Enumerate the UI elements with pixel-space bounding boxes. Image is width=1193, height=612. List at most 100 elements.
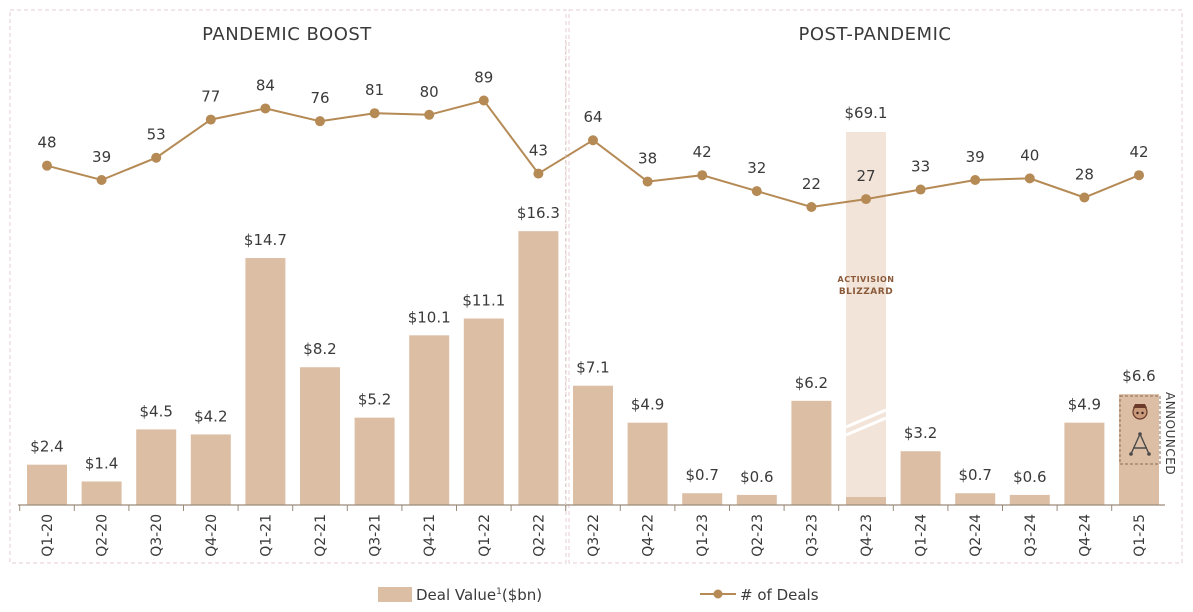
deals-point-Q2-22 (533, 168, 544, 179)
x-tick-label: Q2-20 (95, 514, 111, 557)
deals-count-label: 43 (529, 142, 548, 160)
deals-point-Q4-23 (861, 194, 871, 205)
x-tick-label: Q2-24 (968, 514, 984, 557)
bar-value-label: $1.4 (85, 454, 118, 472)
deals-point-Q3-24 (1024, 173, 1035, 184)
axis-break-mark-2 (845, 416, 887, 437)
x-tick-label: Q3-23 (804, 514, 820, 557)
bar-value-label: $69.1 (845, 104, 888, 122)
bar-value-label: $4.9 (631, 396, 664, 414)
bar-layer (27, 231, 1159, 505)
x-tick-label: Q3-24 (1023, 514, 1039, 557)
deals-count-label: 76 (310, 89, 329, 107)
line-layer (42, 95, 1144, 213)
x-tick-label: Q1-24 (914, 514, 930, 557)
deals-point-Q3-22 (588, 135, 598, 146)
bar-value-label: $8.2 (303, 340, 336, 358)
deals-count-label: 39 (966, 148, 985, 166)
bar-Q1-23 (682, 493, 723, 505)
panel-post-pandemic (568, 9, 1183, 564)
bar-value-label: $6.6 (1122, 367, 1155, 385)
bar-Q3-20 (136, 429, 177, 505)
deals-point-Q3-20 (151, 152, 162, 163)
bar-Q2-22 (518, 231, 559, 505)
legend-line-label: # of Deals (740, 586, 819, 604)
x-tick-label: Q1-22 (477, 514, 493, 557)
x-tick-label: Q2-22 (531, 514, 547, 557)
deals-count-label: 28 (1075, 165, 1094, 183)
x-tick-label: Q3-22 (586, 514, 602, 557)
deals-count-label: 84 (256, 76, 275, 94)
bar-value-label: $7.1 (576, 359, 609, 377)
deals-count-label: 89 (474, 68, 493, 86)
bar-Q1-21 (245, 258, 286, 505)
x-tick-label: Q4-22 (641, 514, 657, 557)
deals-point-Q4-22 (642, 176, 653, 187)
bar-value-label: $4.9 (1068, 396, 1101, 414)
bar-value-label: $5.2 (358, 391, 391, 409)
bar-Q4-24 (1064, 422, 1105, 505)
deals-count-label: 32 (747, 159, 766, 177)
axis-layer: Q1-20 Q2-20 Q3-20 Q4-20 Q1-21 Q2-21 Q3-21 Q4-21… (18, 40, 1165, 557)
bar-value-label: $4.5 (139, 402, 172, 420)
section-title-post-pandemic: POST-PANDEMIC (799, 24, 952, 45)
bar-Q4-20 (190, 434, 231, 505)
bar-Q1-24 (900, 451, 941, 505)
bar-Q3-24 (1009, 494, 1050, 505)
deals-count-label: 42 (1129, 143, 1148, 161)
deals-point-Q4-20 (205, 114, 216, 125)
x-tick-label: Q4-24 (1077, 514, 1093, 557)
deals-point-Q1-20 (42, 160, 52, 171)
announced-deal-marker: ANNOUNCED (1119, 392, 1177, 475)
bar-Q1-20 (27, 464, 67, 505)
bar-Q2-23 (736, 494, 777, 505)
x-tick-label: Q1-25 (1132, 514, 1148, 557)
deals-point-Q2-21 (315, 116, 325, 127)
bar-Q4-21 (409, 335, 450, 505)
axis-break-mark-1 (845, 408, 887, 429)
deals-count-label: 64 (583, 108, 602, 126)
bar-Q4-23 (846, 497, 886, 505)
bar-Q3-21 (354, 417, 395, 505)
deals-point-Q3-21 (369, 108, 380, 119)
bar-value-label: $6.2 (795, 374, 828, 392)
deals-count-label: 80 (420, 83, 439, 101)
deals-point-Q2-20 (96, 174, 107, 185)
deals-point-Q1-24 (915, 184, 926, 195)
app-store-icon (1129, 432, 1151, 456)
svg-text:BLIZZARD: BLIZZARD (839, 287, 893, 297)
x-tick-label: Q3-20 (149, 514, 165, 557)
deals-point-Q2-23 (751, 186, 762, 197)
bar-value-label: $16.3 (517, 204, 560, 222)
deals-point-Q1-22 (478, 95, 489, 106)
legend-bar-label: Deal Value1($bn) (416, 586, 542, 604)
bar-Q2-20 (81, 481, 122, 505)
label-layer: $2.4 $1.4 $4.5 $4.2 $14.7 $8.2 $5.2 $10.1 $11.1 $… (30, 68, 1155, 485)
legend-line-marker (713, 589, 723, 599)
bar-Q4-22 (627, 422, 668, 505)
highlight-band-layer (846, 132, 886, 505)
bar-value-label: $14.7 (244, 231, 287, 249)
deals-count-label: 40 (1020, 146, 1039, 164)
deals-point-Q4-21 (424, 109, 435, 120)
bar-Q2-24 (955, 493, 996, 505)
x-tick-label: Q1-20 (40, 514, 56, 557)
deals-count-label: 81 (365, 81, 384, 99)
deals-point-Q2-24 (970, 174, 981, 185)
bar-Q4-23-band (846, 132, 886, 505)
x-tick-label: Q2-21 (313, 514, 329, 557)
bar-value-label: $0.6 (1013, 468, 1046, 486)
x-tick-label: Q3-21 (368, 514, 384, 557)
activision-blizzard-logo: ACTIVISION BLIZZARD (838, 275, 895, 297)
bar-value-label: $4.2 (194, 407, 227, 425)
game-character-icon (1132, 404, 1148, 420)
legend-bar-swatch (378, 587, 412, 602)
deals-count-label: 38 (638, 150, 657, 168)
bar-Q2-21 (300, 367, 340, 505)
bar-value-label: $2.4 (30, 438, 63, 456)
bar-value-label: $0.7 (958, 466, 991, 484)
svg-text:ACTIVISION: ACTIVISION (838, 275, 895, 284)
x-tick-label: Q1-21 (258, 514, 274, 557)
